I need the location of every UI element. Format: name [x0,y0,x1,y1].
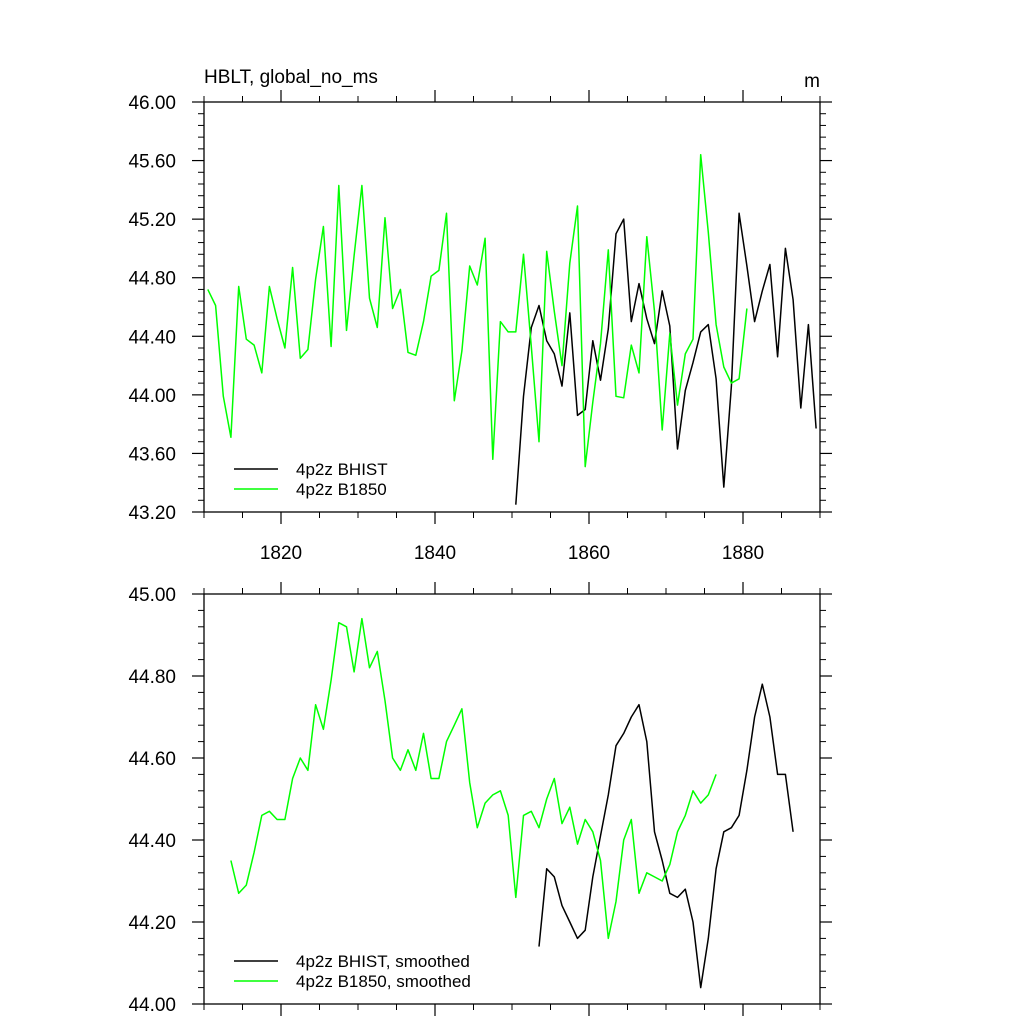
legend-label: 4p2z BHIST [296,460,388,479]
top-panel: HBLT, global_no_ms m 1820 1840 1860 1880 43.… [128,67,832,564]
legend-label: 4p2z B1850 [296,480,387,499]
y-tick-label: 44.60 [128,749,176,770]
top-panel-series-group [207,153,817,505]
legend-label: 4p2z BHIST, smoothed [296,952,470,971]
y-tick-label: 44.00 [128,995,176,1016]
bottom-panel: 44.00 44.20 44.40 44.60 44.80 45.00 4p2z BHIST… [128,582,832,1016]
top-panel-x-minor-ticks [203,96,821,518]
x-tick-label: 1880 [722,543,764,564]
x-tick-label: 1820 [260,543,302,564]
x-tick-label: 1840 [414,543,456,564]
y-tick-label: 45.60 [128,152,176,173]
bottom-panel-frame [203,593,821,1005]
bottom-panel-x-minor-ticks [203,588,821,1010]
top-panel-y-minor-ticks [198,113,826,501]
top-panel-y-axis: 43.20 43.60 44.00 44.40 44.80 45.20 45.60 46.00 [128,93,832,524]
top-panel-units-label: m [804,71,820,92]
bottom-panel-series-group [230,617,794,989]
bottom-panel-series-line-b1850 [230,617,717,940]
y-tick-label: 44.40 [128,327,176,348]
top-panel-series-line-bhist [515,212,817,505]
top-panel-x-axis: 1820 1840 1860 1880 [260,90,764,564]
y-tick-label: 44.00 [128,386,176,407]
y-tick-label: 45.00 [128,585,176,606]
bottom-panel-y-minor-ticks [198,609,826,989]
y-tick-label: 45.20 [128,210,176,231]
y-tick-label: 44.80 [128,667,176,688]
x-tick-label: 1860 [568,543,610,564]
top-panel-series-line-b1850 [207,153,748,468]
y-tick-label: 44.20 [128,913,176,934]
bottom-panel-y-axis: 44.00 44.20 44.40 44.60 44.80 45.00 [128,585,832,1016]
bottom-panel-series-line-bhist [538,683,794,989]
y-tick-label: 46.00 [128,93,176,114]
legend-label: 4p2z B1850, smoothed [296,972,471,991]
y-tick-label: 43.20 [128,503,176,524]
y-tick-label: 44.80 [128,269,176,290]
top-panel-title: HBLT, global_no_ms [204,67,378,88]
bottom-panel-x-axis [280,582,744,1016]
y-tick-label: 43.60 [128,444,176,465]
y-tick-label: 44.40 [128,831,176,852]
